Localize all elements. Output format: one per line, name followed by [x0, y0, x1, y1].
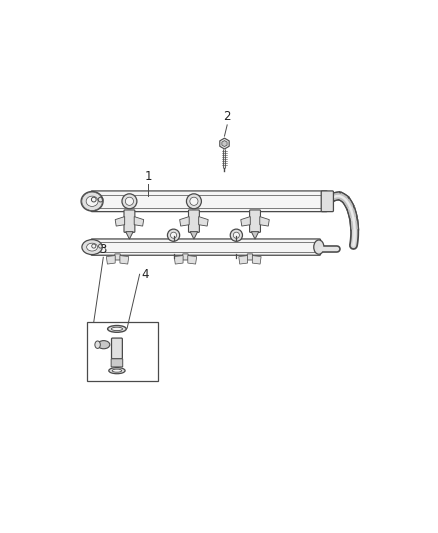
FancyBboxPatch shape — [112, 338, 122, 359]
Circle shape — [170, 232, 177, 238]
Polygon shape — [220, 138, 229, 149]
Ellipse shape — [109, 368, 125, 374]
Polygon shape — [199, 216, 208, 226]
FancyBboxPatch shape — [91, 239, 321, 255]
Polygon shape — [222, 141, 227, 147]
Bar — [87, 322, 158, 381]
Polygon shape — [180, 216, 189, 226]
Ellipse shape — [95, 341, 100, 349]
Ellipse shape — [82, 240, 102, 255]
Polygon shape — [126, 232, 133, 239]
Text: 4: 4 — [141, 268, 149, 281]
FancyBboxPatch shape — [183, 254, 188, 260]
Ellipse shape — [98, 341, 110, 349]
Circle shape — [122, 194, 137, 209]
Polygon shape — [106, 256, 115, 264]
FancyBboxPatch shape — [91, 191, 327, 212]
Text: 2: 2 — [223, 110, 231, 123]
Circle shape — [230, 229, 243, 241]
Ellipse shape — [86, 196, 98, 206]
Circle shape — [233, 232, 240, 238]
Ellipse shape — [112, 369, 122, 372]
Polygon shape — [241, 216, 250, 226]
FancyBboxPatch shape — [321, 191, 333, 212]
Polygon shape — [190, 232, 198, 239]
FancyBboxPatch shape — [188, 210, 199, 232]
Circle shape — [187, 194, 201, 209]
FancyBboxPatch shape — [124, 210, 135, 232]
Text: 3: 3 — [99, 243, 107, 256]
Polygon shape — [174, 256, 183, 264]
Polygon shape — [120, 256, 129, 264]
Circle shape — [190, 197, 198, 205]
Ellipse shape — [87, 243, 98, 251]
Polygon shape — [188, 256, 197, 264]
FancyBboxPatch shape — [250, 210, 261, 232]
FancyBboxPatch shape — [111, 359, 123, 367]
Polygon shape — [134, 216, 144, 226]
Polygon shape — [239, 256, 247, 264]
Polygon shape — [115, 216, 125, 226]
Polygon shape — [251, 232, 259, 239]
Ellipse shape — [111, 327, 123, 330]
Ellipse shape — [314, 240, 324, 254]
FancyBboxPatch shape — [115, 254, 120, 260]
Polygon shape — [260, 216, 269, 226]
Circle shape — [125, 197, 134, 205]
Text: 1: 1 — [145, 169, 152, 183]
FancyBboxPatch shape — [247, 254, 253, 260]
Ellipse shape — [108, 326, 126, 332]
Circle shape — [167, 229, 180, 241]
Ellipse shape — [81, 191, 103, 211]
Polygon shape — [252, 256, 261, 264]
